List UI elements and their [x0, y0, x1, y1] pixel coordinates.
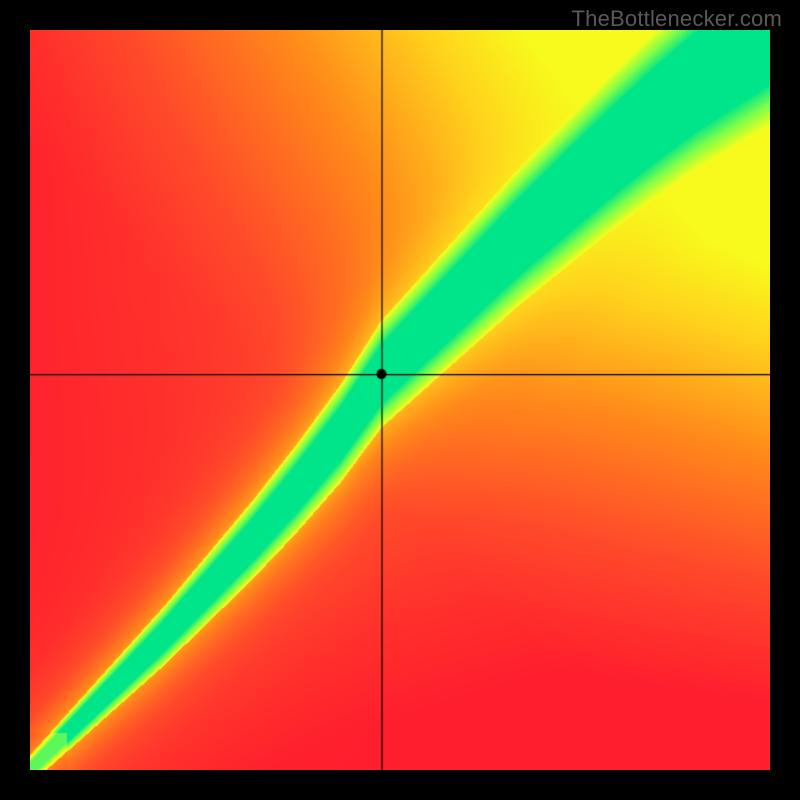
watermark-text: TheBottlenecker.com	[572, 6, 782, 32]
figure-container: TheBottlenecker.com	[0, 0, 800, 800]
heatmap-canvas	[30, 30, 770, 770]
heatmap-plot	[30, 30, 770, 770]
